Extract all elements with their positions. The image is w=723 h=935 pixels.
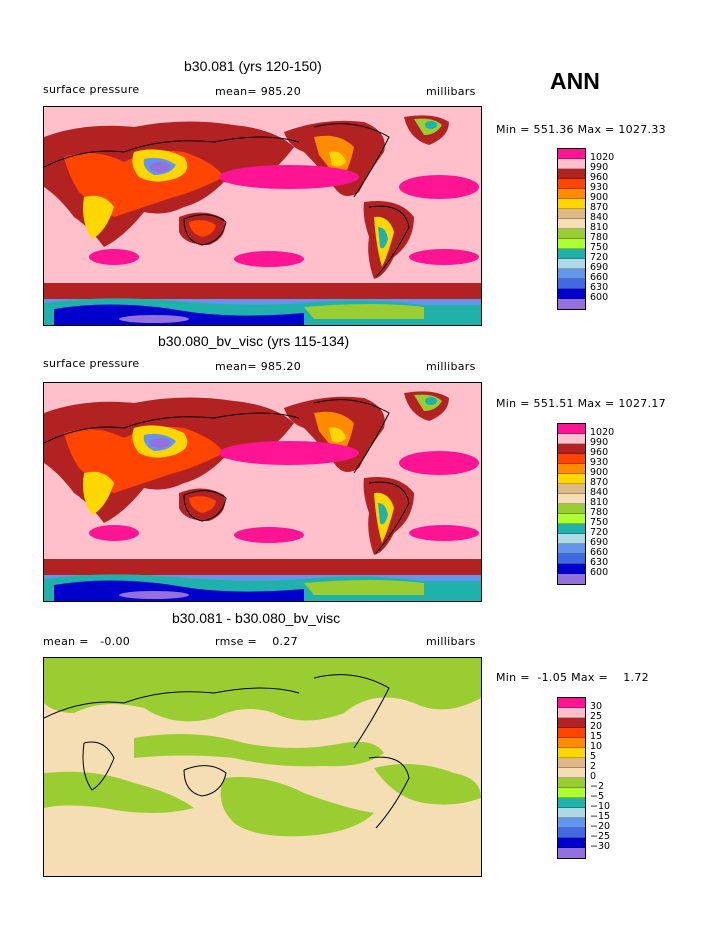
legend-label: −2: [590, 781, 605, 792]
rmse-label: rmse = 0.27: [215, 635, 298, 648]
legend-label: 660: [590, 547, 609, 558]
legend-label: 960: [590, 447, 609, 458]
legend-label: 990: [590, 437, 609, 448]
legend-label: 25: [590, 711, 603, 722]
legend-label: 900: [590, 192, 609, 203]
variable-label: surface pressure: [43, 357, 140, 370]
legend-label: 810: [590, 497, 609, 508]
legend-label: 750: [590, 242, 609, 253]
units-label: millibars: [426, 360, 476, 373]
legend-label: −25: [590, 831, 611, 842]
difference-map: [43, 657, 482, 877]
legend-label: 690: [590, 537, 609, 548]
legend-swatches: [557, 148, 586, 310]
min-max-label: Min = 551.51 Max = 1027.17: [496, 397, 666, 410]
positive-anomaly-tropics: [134, 734, 384, 767]
legend-label: 810: [590, 222, 609, 233]
legend-label: 1020: [590, 427, 615, 438]
legend-label: 660: [590, 272, 609, 283]
legend-label: 630: [590, 557, 609, 568]
legend-label: 840: [590, 212, 609, 223]
mean-label: mean= 985.20: [215, 85, 301, 98]
positive-anomaly-north: [44, 658, 481, 722]
north-pacific-high: [219, 165, 359, 189]
legend-label: 5: [590, 751, 597, 762]
north-atlantic-high: [399, 175, 479, 199]
variable-label: surface pressure: [43, 83, 140, 96]
positive-anomaly-south-pacific: [220, 777, 374, 837]
legend-label: 900: [590, 467, 609, 478]
southern-pressure-band: [44, 283, 481, 299]
legend-label: −10: [590, 801, 611, 812]
legend-label: 870: [590, 477, 609, 488]
season-label: ANN: [550, 68, 600, 94]
legend-label: 780: [590, 232, 609, 243]
legend-label: 750: [590, 517, 609, 528]
legend-label: 990: [590, 162, 609, 173]
legend-swatches: [557, 697, 586, 859]
legend-label: −20: [590, 821, 611, 832]
legend-label: 960: [590, 172, 609, 183]
pressure-map: [43, 106, 482, 326]
legend-label: 1020: [590, 152, 615, 163]
min-max-label: Min = -1.05 Max = 1.72: [496, 671, 649, 684]
legend-label: −15: [590, 811, 611, 822]
legend-label: 630: [590, 282, 609, 293]
legend-label: 720: [590, 252, 609, 263]
color-legend: 1020 990 960 930 900 870 840 810 780 750…: [557, 148, 626, 310]
legend-label: 780: [590, 507, 609, 518]
legend-label: 600: [590, 292, 609, 303]
color-legend: 30 25 20 15 10 5 2 0 −2 −5 −10 −15 −20 −…: [557, 697, 626, 859]
panel-title: b30.081 - b30.080_bv_visc: [172, 610, 341, 626]
units-label: millibars: [426, 85, 476, 98]
legend-label: 0: [590, 771, 597, 782]
legend-label: 930: [590, 457, 609, 468]
panel-title: b30.081 (yrs 120-150): [184, 58, 322, 74]
legend-swatches: [557, 423, 586, 585]
color-legend: 1020 990 960 930 900 870 840 810 780 750…: [557, 423, 626, 585]
panel-title: b30.080_bv_visc (yrs 115-134): [158, 333, 350, 349]
legend-label: 30: [590, 701, 603, 712]
legend-label: 930: [590, 182, 609, 193]
mean-label: mean= 985.20: [215, 360, 301, 373]
legend-label: −30: [590, 841, 611, 852]
legend-label: −5: [590, 791, 605, 802]
legend-label: 600: [590, 567, 609, 578]
legend-label: 2: [590, 761, 597, 772]
units-label: millibars: [426, 635, 476, 648]
pressure-map: [43, 382, 482, 602]
legend-label: 840: [590, 487, 609, 498]
min-max-label: Min = 551.36 Max = 1027.33: [496, 123, 666, 136]
legend-label: 720: [590, 527, 609, 538]
legend-label: 870: [590, 202, 609, 213]
legend-label: 10: [590, 741, 603, 752]
legend-label: 20: [590, 721, 603, 732]
legend-label: 15: [590, 731, 603, 742]
legend-label: 690: [590, 262, 609, 273]
mean-label: mean = -0.00: [43, 635, 131, 648]
